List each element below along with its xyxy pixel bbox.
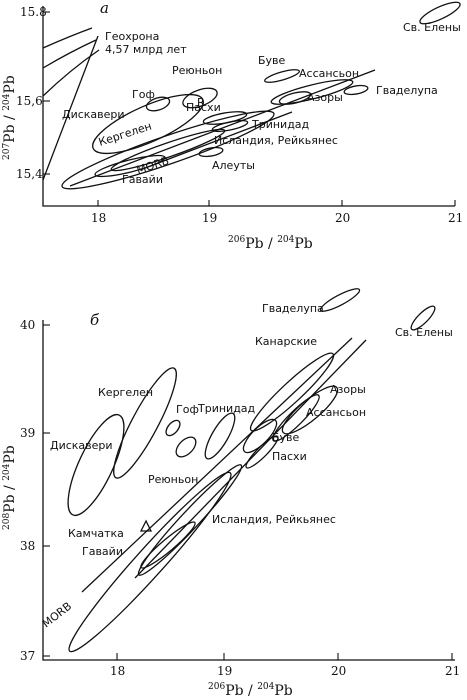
panel-a-x-axis-label: 206Pb / 204Pb xyxy=(228,235,313,252)
panel-b-xtick-label: 20 xyxy=(331,664,346,678)
panel-b-label-kerguelen: Кергелен xyxy=(98,386,153,399)
panel-b-field-discovery xyxy=(67,413,125,517)
panel-b-axes xyxy=(42,320,455,661)
panel-a-xtick-label: 19 xyxy=(202,211,217,225)
panel-a-label-ascension: Ассансьон xyxy=(299,67,359,80)
panel-b-field-ascension xyxy=(272,394,320,442)
panel-b-ytick-label: 38 xyxy=(20,539,35,553)
panel-b-xtick-label: 21 xyxy=(445,664,460,678)
panel-b-label-ascension: Ассансьон xyxy=(306,406,366,419)
panel-a-growth-curve xyxy=(42,27,93,49)
panel-b-field-hawaii xyxy=(140,521,196,569)
panel-a-label-bouvet: Буве xyxy=(258,54,286,67)
panel-b-label: б xyxy=(90,311,100,329)
panel-b-regression-line xyxy=(81,337,353,593)
panel-a-field-azores xyxy=(278,91,312,105)
panel-b-ytick-label: 39 xyxy=(20,426,35,440)
panel-a-label-hawaii: Гавайи xyxy=(122,173,163,186)
panel-b-field-easter xyxy=(245,435,279,469)
panel-b-label-trindade: Тринидад xyxy=(197,402,256,415)
panel-a-label-gough: Гоф xyxy=(132,88,155,101)
panel-a-geochron-line xyxy=(42,35,99,181)
panel-a-field-st-helena xyxy=(419,1,461,25)
panel-a-label-discovery: Дискавери xyxy=(62,108,125,121)
panel-b-label-iceland: Исландия, Рейкьянес xyxy=(212,513,336,526)
panel-b-y-axis-label: 208Pb / 204Pb xyxy=(2,445,18,530)
panel-a-label-st-helena: Св. Елены xyxy=(403,21,461,34)
panel-b-ytick-label: 40 xyxy=(20,318,35,332)
panel-a-y-axis-label: 207Pb / 204Pb xyxy=(2,75,18,160)
panel-a-field-guadeloupe xyxy=(343,84,369,96)
panel-a-growth-curve xyxy=(42,39,97,69)
panel-b-x-axis-label: 206Pb / 204Pb xyxy=(208,682,293,699)
panel-b-label-kamchatka: Камчатка xyxy=(68,527,124,540)
panel-b-ytick-label: 37 xyxy=(20,649,35,663)
panel-a-label-azores: Азоры xyxy=(307,91,343,104)
panel-b-regression-line xyxy=(134,339,367,579)
panel-b-field-trindade xyxy=(204,412,236,460)
panel-b-label-hawaii: Гавайи xyxy=(82,545,123,558)
panel-a-field-bouvet xyxy=(264,69,300,83)
panel-a-geochron-label: Геохрона xyxy=(105,30,159,43)
panel-a-axes xyxy=(42,6,455,207)
panel-b-field-guadeloupe xyxy=(319,288,361,312)
panel-a-label-guadeloupe: Гваделупа xyxy=(376,84,438,97)
panel-b-label-bouvet: Буве xyxy=(272,431,300,444)
panel-b-field-canary xyxy=(249,352,335,432)
panel-a-label-iceland: Исландия, Рейкьянес xyxy=(214,134,338,147)
panel-b-label-discovery: Дискавери xyxy=(50,439,113,452)
panel-b-label-reunion: Реюньон xyxy=(148,473,198,486)
panel-a: 15.8 15,6 15,4 18 19 20 21 а 206Pb / 204… xyxy=(2,0,463,252)
panel-b-label-azores: Азоры xyxy=(330,383,366,396)
panel-a-label-r: R xyxy=(197,96,205,109)
panel-b-field-iceland xyxy=(137,464,243,576)
panel-a-label-aleutians: Алеуты xyxy=(212,159,255,172)
panel-a-field-hawaii xyxy=(94,154,166,178)
panel-b-field-gough xyxy=(165,419,181,437)
panel-a-field-reunion xyxy=(182,87,218,109)
panel-a-ytick-label: 15,4 xyxy=(16,167,43,181)
panel-a-label-easter: Пасхи xyxy=(186,101,221,114)
panel-a-field-iceland xyxy=(110,128,226,172)
panel-b-label-gough: Гоф xyxy=(176,403,199,416)
panel-b-xtick-label: 19 xyxy=(217,664,232,678)
panel-a-geochron-label: 4,57 млрд лет xyxy=(105,43,187,56)
panel-a-xtick-label: 21 xyxy=(448,211,463,225)
panel-a-xtick-label: 20 xyxy=(335,211,350,225)
panel-a-ytick-label: 15,6 xyxy=(16,94,43,108)
panel-b-field-morb xyxy=(68,471,232,653)
panel-a-field-morb xyxy=(61,110,275,190)
panel-b: 40 39 38 37 18 19 20 21 б 206Pb / 204Pb … xyxy=(2,288,460,699)
panel-a-field-aleutians xyxy=(198,146,224,158)
panel-b-label-easter: Пасхи xyxy=(272,450,307,463)
panel-a-field-ascension-azores xyxy=(270,79,354,105)
panel-b-label-guadeloupe: Гваделупа xyxy=(262,302,324,315)
panel-b-field-kerguelen xyxy=(113,367,177,479)
panel-a-regression-line xyxy=(69,69,376,187)
panel-a-label-trindade: Тринидад xyxy=(251,118,310,131)
panel-b-xtick-label: 18 xyxy=(110,664,125,678)
panel-b-field-reunion xyxy=(175,436,197,458)
panel-b-field-st-helena xyxy=(410,305,436,331)
panel-a-xtick-label: 18 xyxy=(91,211,106,225)
panel-b-kamchatka-triangle xyxy=(139,519,153,532)
panel-b-label-canary: Канарские xyxy=(255,335,317,348)
panel-a-label-reunion: Реюньон xyxy=(172,64,222,77)
panel-a-field-kerguelen-discovery xyxy=(92,93,204,155)
panel-b-label-morb: MORB xyxy=(40,600,74,631)
panel-a-field-gough xyxy=(145,96,171,112)
panel-b-label-st-helena: Св. Елены xyxy=(395,326,453,339)
panel-a-label: а xyxy=(100,0,109,17)
panel-a-ytick-label: 15.8 xyxy=(20,5,47,19)
panel-a-growth-curve xyxy=(42,49,100,97)
